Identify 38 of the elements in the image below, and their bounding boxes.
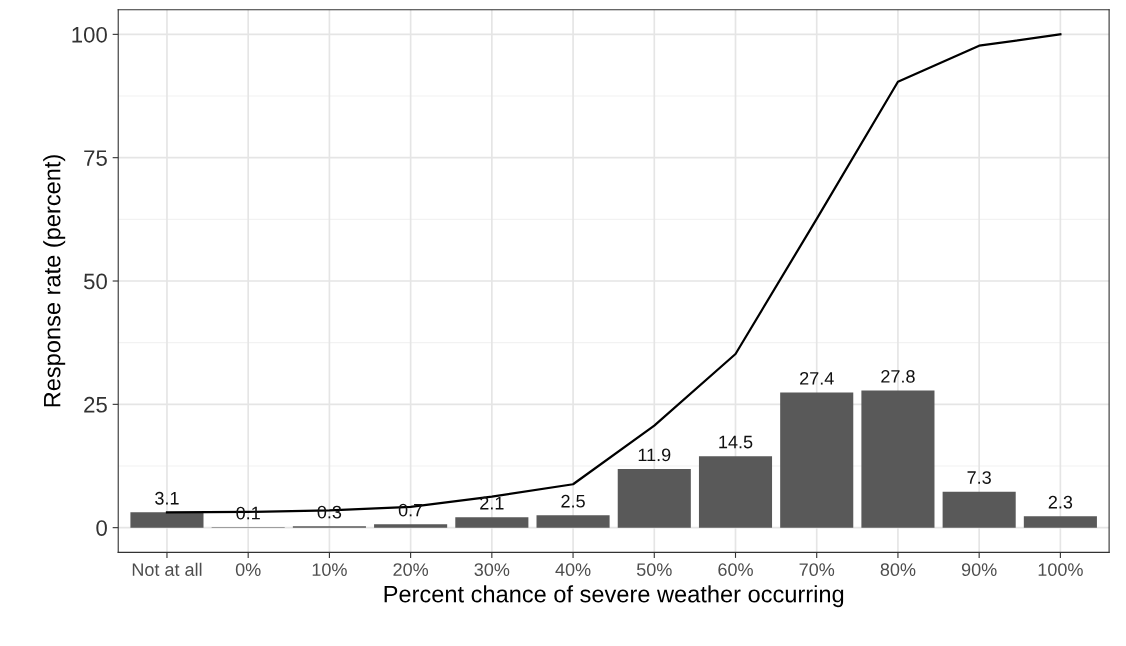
x-tick-label: 0% bbox=[235, 563, 261, 577]
x-tick-label: 90% bbox=[961, 563, 997, 577]
x-tick-label: 20% bbox=[393, 563, 429, 577]
x-tick-label: Not at all bbox=[132, 562, 202, 577]
data-label: 14.5 bbox=[719, 435, 753, 449]
bar bbox=[780, 392, 854, 528]
data-label: 11.9 bbox=[638, 448, 671, 462]
x-tick-label: 40% bbox=[555, 563, 591, 577]
bar bbox=[374, 524, 448, 528]
bar bbox=[130, 512, 204, 528]
data-label: 7.3 bbox=[967, 471, 991, 484]
x-tick-label: 50% bbox=[636, 563, 672, 577]
x-tick-label: 10% bbox=[312, 563, 347, 577]
data-label: 2.3 bbox=[1048, 495, 1073, 509]
y-tick-label: 0 bbox=[96, 520, 107, 536]
y-tick-label: 100 bbox=[72, 26, 107, 43]
bar bbox=[942, 491, 1016, 528]
x-tick-label: 80% bbox=[880, 563, 916, 577]
bar bbox=[536, 515, 610, 528]
bar bbox=[617, 468, 691, 528]
x-tick-label: 30% bbox=[474, 563, 510, 577]
x-axis-title: Percent chance of severe weather occurring bbox=[384, 585, 844, 608]
bar bbox=[455, 517, 529, 528]
y-tick-label: 75 bbox=[84, 150, 107, 166]
y-axis-title: Response rate (percent) bbox=[43, 155, 66, 407]
data-label: 27.8 bbox=[881, 370, 915, 383]
y-tick-label: 25 bbox=[84, 396, 107, 413]
x-tick-label: 60% bbox=[718, 563, 753, 577]
x-tick-label: 100% bbox=[1038, 563, 1083, 577]
data-label: 2.5 bbox=[561, 494, 585, 508]
bar bbox=[698, 456, 773, 528]
y-tick-label: 50 bbox=[83, 273, 107, 290]
data-label: 27.4 bbox=[800, 371, 834, 385]
data-label: 3.1 bbox=[155, 491, 179, 505]
x-tick-label: 70% bbox=[799, 563, 835, 577]
bar bbox=[1023, 516, 1097, 528]
bar bbox=[861, 390, 935, 528]
data-label: 2.1 bbox=[480, 496, 504, 510]
